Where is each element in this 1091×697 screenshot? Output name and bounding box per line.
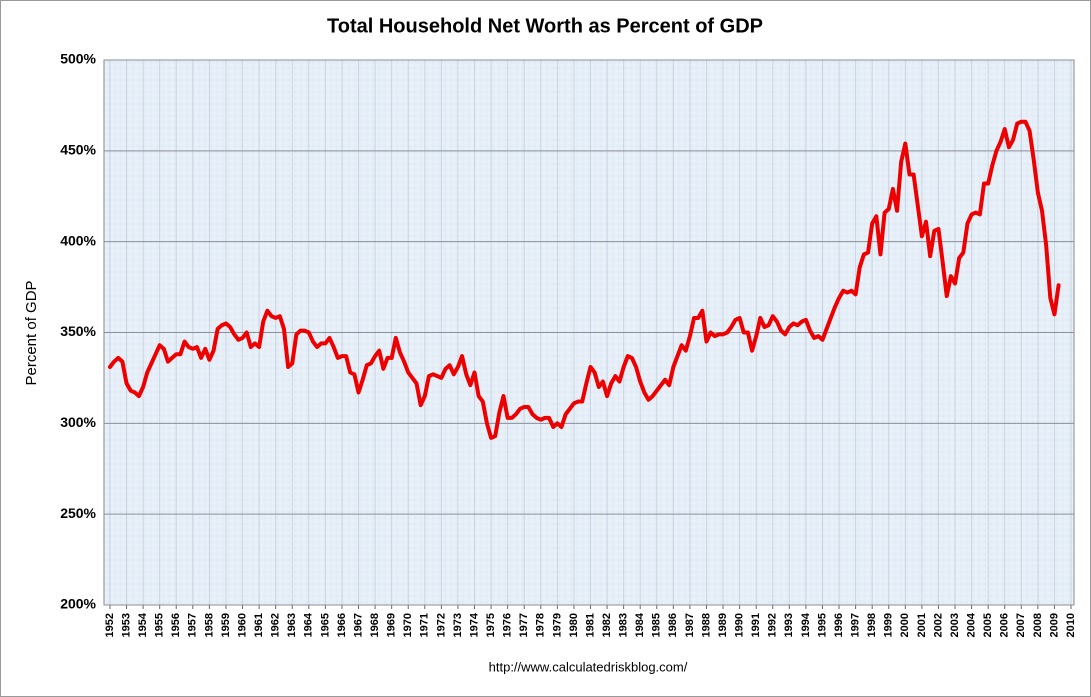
x-tick-label: 2010: [1065, 613, 1077, 637]
x-tick-label: 2008: [1032, 613, 1044, 637]
x-tick-label: 1998: [866, 613, 878, 637]
x-tick-label: 1972: [435, 613, 447, 637]
x-tick-label: 1974: [468, 612, 480, 637]
x-tick-label: 1983: [618, 613, 630, 637]
x-tick-label: 1989: [717, 613, 729, 637]
x-tick-label: 1962: [270, 613, 282, 637]
x-tick-label: 1986: [667, 613, 679, 637]
y-tick-label: 350%: [60, 323, 96, 339]
x-tick-label: 1999: [883, 613, 895, 637]
x-tick-label: 1969: [386, 613, 398, 637]
y-tick-label: 450%: [60, 142, 96, 158]
x-tick-label: 2003: [949, 613, 961, 637]
x-tick-label: 1970: [402, 613, 414, 637]
x-tick-label: 2009: [1048, 613, 1060, 637]
y-tick-label: 400%: [60, 232, 96, 248]
x-tick-label: 1975: [485, 613, 497, 637]
x-tick-label: 1990: [734, 613, 746, 637]
y-tick-label: 300%: [60, 414, 96, 430]
x-tick-label: 2006: [999, 613, 1011, 637]
x-tick-label: 1955: [154, 613, 166, 637]
x-tick-label: 1956: [170, 613, 182, 637]
x-tick-label: 1967: [352, 613, 364, 637]
x-tick-label: 1980: [568, 613, 580, 637]
x-tick-label: 1996: [833, 613, 845, 637]
x-tick-label: 1954: [137, 612, 149, 637]
x-tick-label: 1976: [502, 613, 514, 637]
x-tick-label: 1965: [319, 613, 331, 637]
x-tick-label: 1991: [750, 613, 762, 637]
y-tick-label: 200%: [60, 596, 96, 612]
x-tick-label: 1968: [369, 613, 381, 637]
x-tick-label: 1953: [120, 613, 132, 637]
x-tick-label: 1958: [203, 613, 215, 637]
x-tick-label: 1984: [634, 612, 646, 637]
x-tick-label: 1979: [551, 613, 563, 637]
x-tick-label: 1973: [452, 613, 464, 637]
x-tick-label: 1959: [220, 613, 232, 637]
x-tick-label: 1992: [767, 613, 779, 637]
x-tick-label: 1964: [303, 612, 315, 637]
y-tick-label: 500%: [60, 51, 96, 67]
data-line: [107, 119, 1061, 440]
x-tick-label: 1995: [816, 613, 828, 637]
x-tick-label: 1960: [236, 613, 248, 637]
y-tick-label: 250%: [60, 505, 96, 521]
x-tick-label: 2004: [966, 612, 978, 637]
x-tick-label: 2001: [916, 613, 928, 637]
source: http://www.calculatedriskblog.com/: [489, 659, 688, 674]
x-tick-label: 2000: [899, 613, 911, 637]
x-tick-label: 1988: [700, 613, 712, 637]
x-tick-label: 2005: [982, 613, 994, 637]
x-tick-label: 1977: [518, 613, 530, 637]
x-tick-label: 1952: [104, 613, 116, 637]
x-tick-label: 1978: [535, 613, 547, 637]
chart-title: Total Household Net Worth as Percent of …: [327, 15, 763, 37]
x-tick-label: 1994: [800, 612, 812, 637]
x-tick-label: 2007: [1015, 613, 1027, 637]
x-tick-label: 1985: [651, 613, 663, 637]
x-tick-label: 1987: [684, 613, 696, 637]
x-tick-label: 1963: [286, 613, 298, 637]
x-tick-label: 1997: [850, 613, 862, 637]
x-tick-label: 1982: [601, 613, 613, 637]
x-tick-label: 2002: [932, 613, 944, 637]
x-tick-label: 1961: [253, 613, 265, 637]
x-tick-label: 1971: [419, 613, 431, 637]
x-tick-label: 1957: [187, 613, 199, 637]
marks: [107, 119, 1061, 440]
grid: 1952 1953 1954 1955 1956 1957 1958 1959 1960 1961…: [60, 51, 1077, 638]
x-tick-label: 1981: [584, 613, 596, 637]
x-tick-label: 1993: [783, 613, 795, 637]
y-axis-label: Percent of GDP: [23, 280, 40, 385]
x-tick-label: 1966: [336, 613, 348, 637]
